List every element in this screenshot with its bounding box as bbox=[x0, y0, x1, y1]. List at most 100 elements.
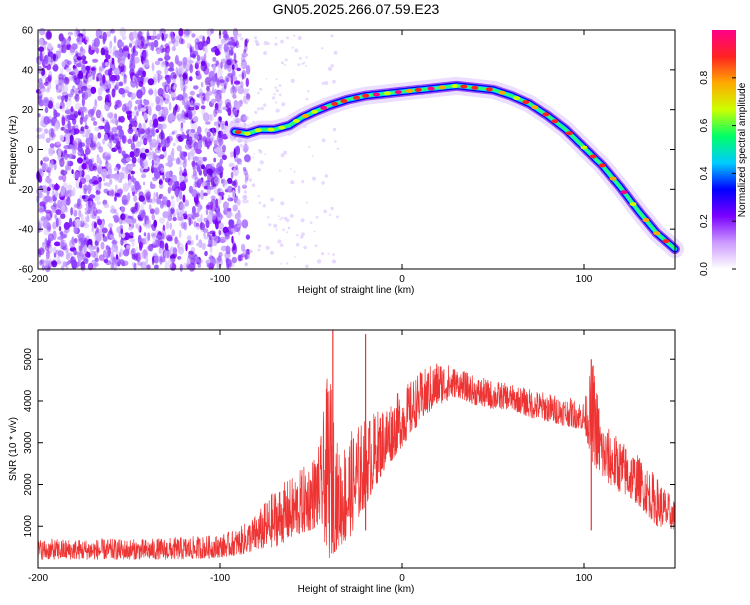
noise-blob bbox=[102, 151, 109, 161]
noise-blob bbox=[38, 46, 44, 52]
noise-blob bbox=[48, 161, 53, 169]
ridge-hotspot bbox=[267, 127, 275, 132]
noise-blob bbox=[104, 62, 110, 67]
noise-blob bbox=[213, 108, 218, 118]
noise-blob bbox=[191, 189, 198, 198]
noise-blob bbox=[169, 222, 172, 230]
noise-speckle bbox=[275, 108, 280, 113]
noise-blob bbox=[123, 77, 127, 85]
noise-blob bbox=[225, 258, 232, 268]
noise-blob bbox=[89, 142, 96, 148]
noise-blob bbox=[97, 187, 101, 192]
noise-speckle bbox=[275, 228, 278, 231]
ridge-hotspot bbox=[234, 130, 242, 135]
noise-blob bbox=[190, 148, 196, 157]
noise-blob bbox=[192, 50, 199, 57]
noise-blob bbox=[59, 105, 63, 110]
noise-blob bbox=[217, 222, 224, 229]
noise-blob bbox=[106, 182, 111, 188]
noise-blob bbox=[170, 151, 175, 162]
noise-blob bbox=[179, 263, 183, 272]
noise-blob bbox=[61, 91, 68, 96]
y-tick-label: 5000 bbox=[23, 348, 34, 371]
noise-blob bbox=[170, 30, 174, 39]
noise-blob bbox=[133, 262, 137, 271]
noise-blob bbox=[140, 237, 144, 248]
noise-speckle bbox=[294, 48, 299, 53]
noise-blob bbox=[155, 104, 162, 112]
noise-blob bbox=[207, 201, 213, 211]
noise-blob bbox=[146, 219, 152, 227]
noise-blob bbox=[89, 194, 96, 199]
noise-blob bbox=[242, 167, 247, 172]
noise-speckle bbox=[264, 153, 267, 156]
noise-blob bbox=[179, 169, 184, 178]
noise-blob bbox=[54, 112, 61, 117]
noise-blob bbox=[156, 196, 161, 205]
x-tick-label: 100 bbox=[576, 573, 593, 584]
noise-blob bbox=[204, 77, 212, 86]
noise-blob bbox=[64, 155, 68, 160]
noise-blob bbox=[119, 115, 125, 123]
noise-blob bbox=[93, 102, 98, 109]
noise-blob bbox=[179, 203, 186, 210]
noise-blob bbox=[115, 99, 122, 108]
noise-blob bbox=[52, 133, 57, 138]
noise-blob bbox=[42, 184, 48, 194]
noise-blob bbox=[70, 88, 75, 96]
noise-blob bbox=[193, 85, 199, 90]
noise-blob bbox=[117, 146, 122, 154]
noise-speckle bbox=[293, 34, 296, 37]
spectrogram-ridge bbox=[225, 76, 684, 259]
noise-blob bbox=[71, 259, 77, 270]
noise-blob bbox=[206, 168, 214, 175]
noise-speckle bbox=[274, 101, 277, 104]
noise-blob bbox=[214, 48, 220, 56]
noise-blob bbox=[176, 35, 180, 40]
noise-blob bbox=[131, 175, 135, 183]
noise-blob bbox=[60, 231, 63, 236]
noise-blob bbox=[81, 39, 88, 43]
noise-speckle bbox=[257, 107, 260, 111]
noise-blob bbox=[215, 209, 221, 218]
noise-blob bbox=[220, 61, 223, 69]
noise-speckle bbox=[265, 245, 270, 250]
noise-blob bbox=[41, 162, 49, 171]
noise-blob bbox=[243, 49, 247, 54]
noise-blob bbox=[243, 115, 249, 121]
noise-blob bbox=[241, 243, 246, 252]
noise-blob bbox=[47, 100, 53, 109]
noise-blob bbox=[119, 52, 127, 61]
noise-blob bbox=[217, 166, 224, 173]
noise-blob bbox=[144, 148, 150, 154]
noise-speckle bbox=[293, 170, 296, 173]
noise-blob bbox=[61, 116, 66, 126]
noise-blob bbox=[100, 168, 108, 178]
noise-blob bbox=[215, 257, 221, 264]
noise-blob bbox=[133, 194, 138, 202]
noise-speckle bbox=[286, 262, 289, 265]
noise-blob bbox=[200, 41, 207, 46]
noise-blob bbox=[192, 206, 196, 214]
noise-blob bbox=[73, 225, 78, 235]
noise-blob bbox=[110, 247, 117, 253]
noise-blob bbox=[235, 145, 241, 156]
noise-blob bbox=[127, 53, 131, 60]
noise-blob bbox=[195, 223, 200, 230]
noise-blob bbox=[233, 52, 237, 62]
noise-blob bbox=[205, 219, 210, 229]
noise-blob bbox=[206, 131, 211, 138]
noise-blob bbox=[158, 131, 165, 140]
noise-blob bbox=[81, 60, 88, 65]
noise-blob bbox=[45, 137, 51, 144]
noise-blob bbox=[129, 40, 136, 45]
noise-blob bbox=[201, 242, 206, 250]
noise-blob bbox=[113, 35, 117, 44]
noise-blob bbox=[63, 145, 71, 150]
noise-blob bbox=[205, 92, 210, 102]
noise-blob bbox=[73, 110, 79, 119]
noise-blob bbox=[179, 181, 186, 192]
noise-blob bbox=[36, 134, 43, 140]
noise-blob bbox=[37, 113, 41, 118]
colorbar-ticks: 0.0 0.2 0.4 0.6 0.8 bbox=[699, 70, 736, 276]
